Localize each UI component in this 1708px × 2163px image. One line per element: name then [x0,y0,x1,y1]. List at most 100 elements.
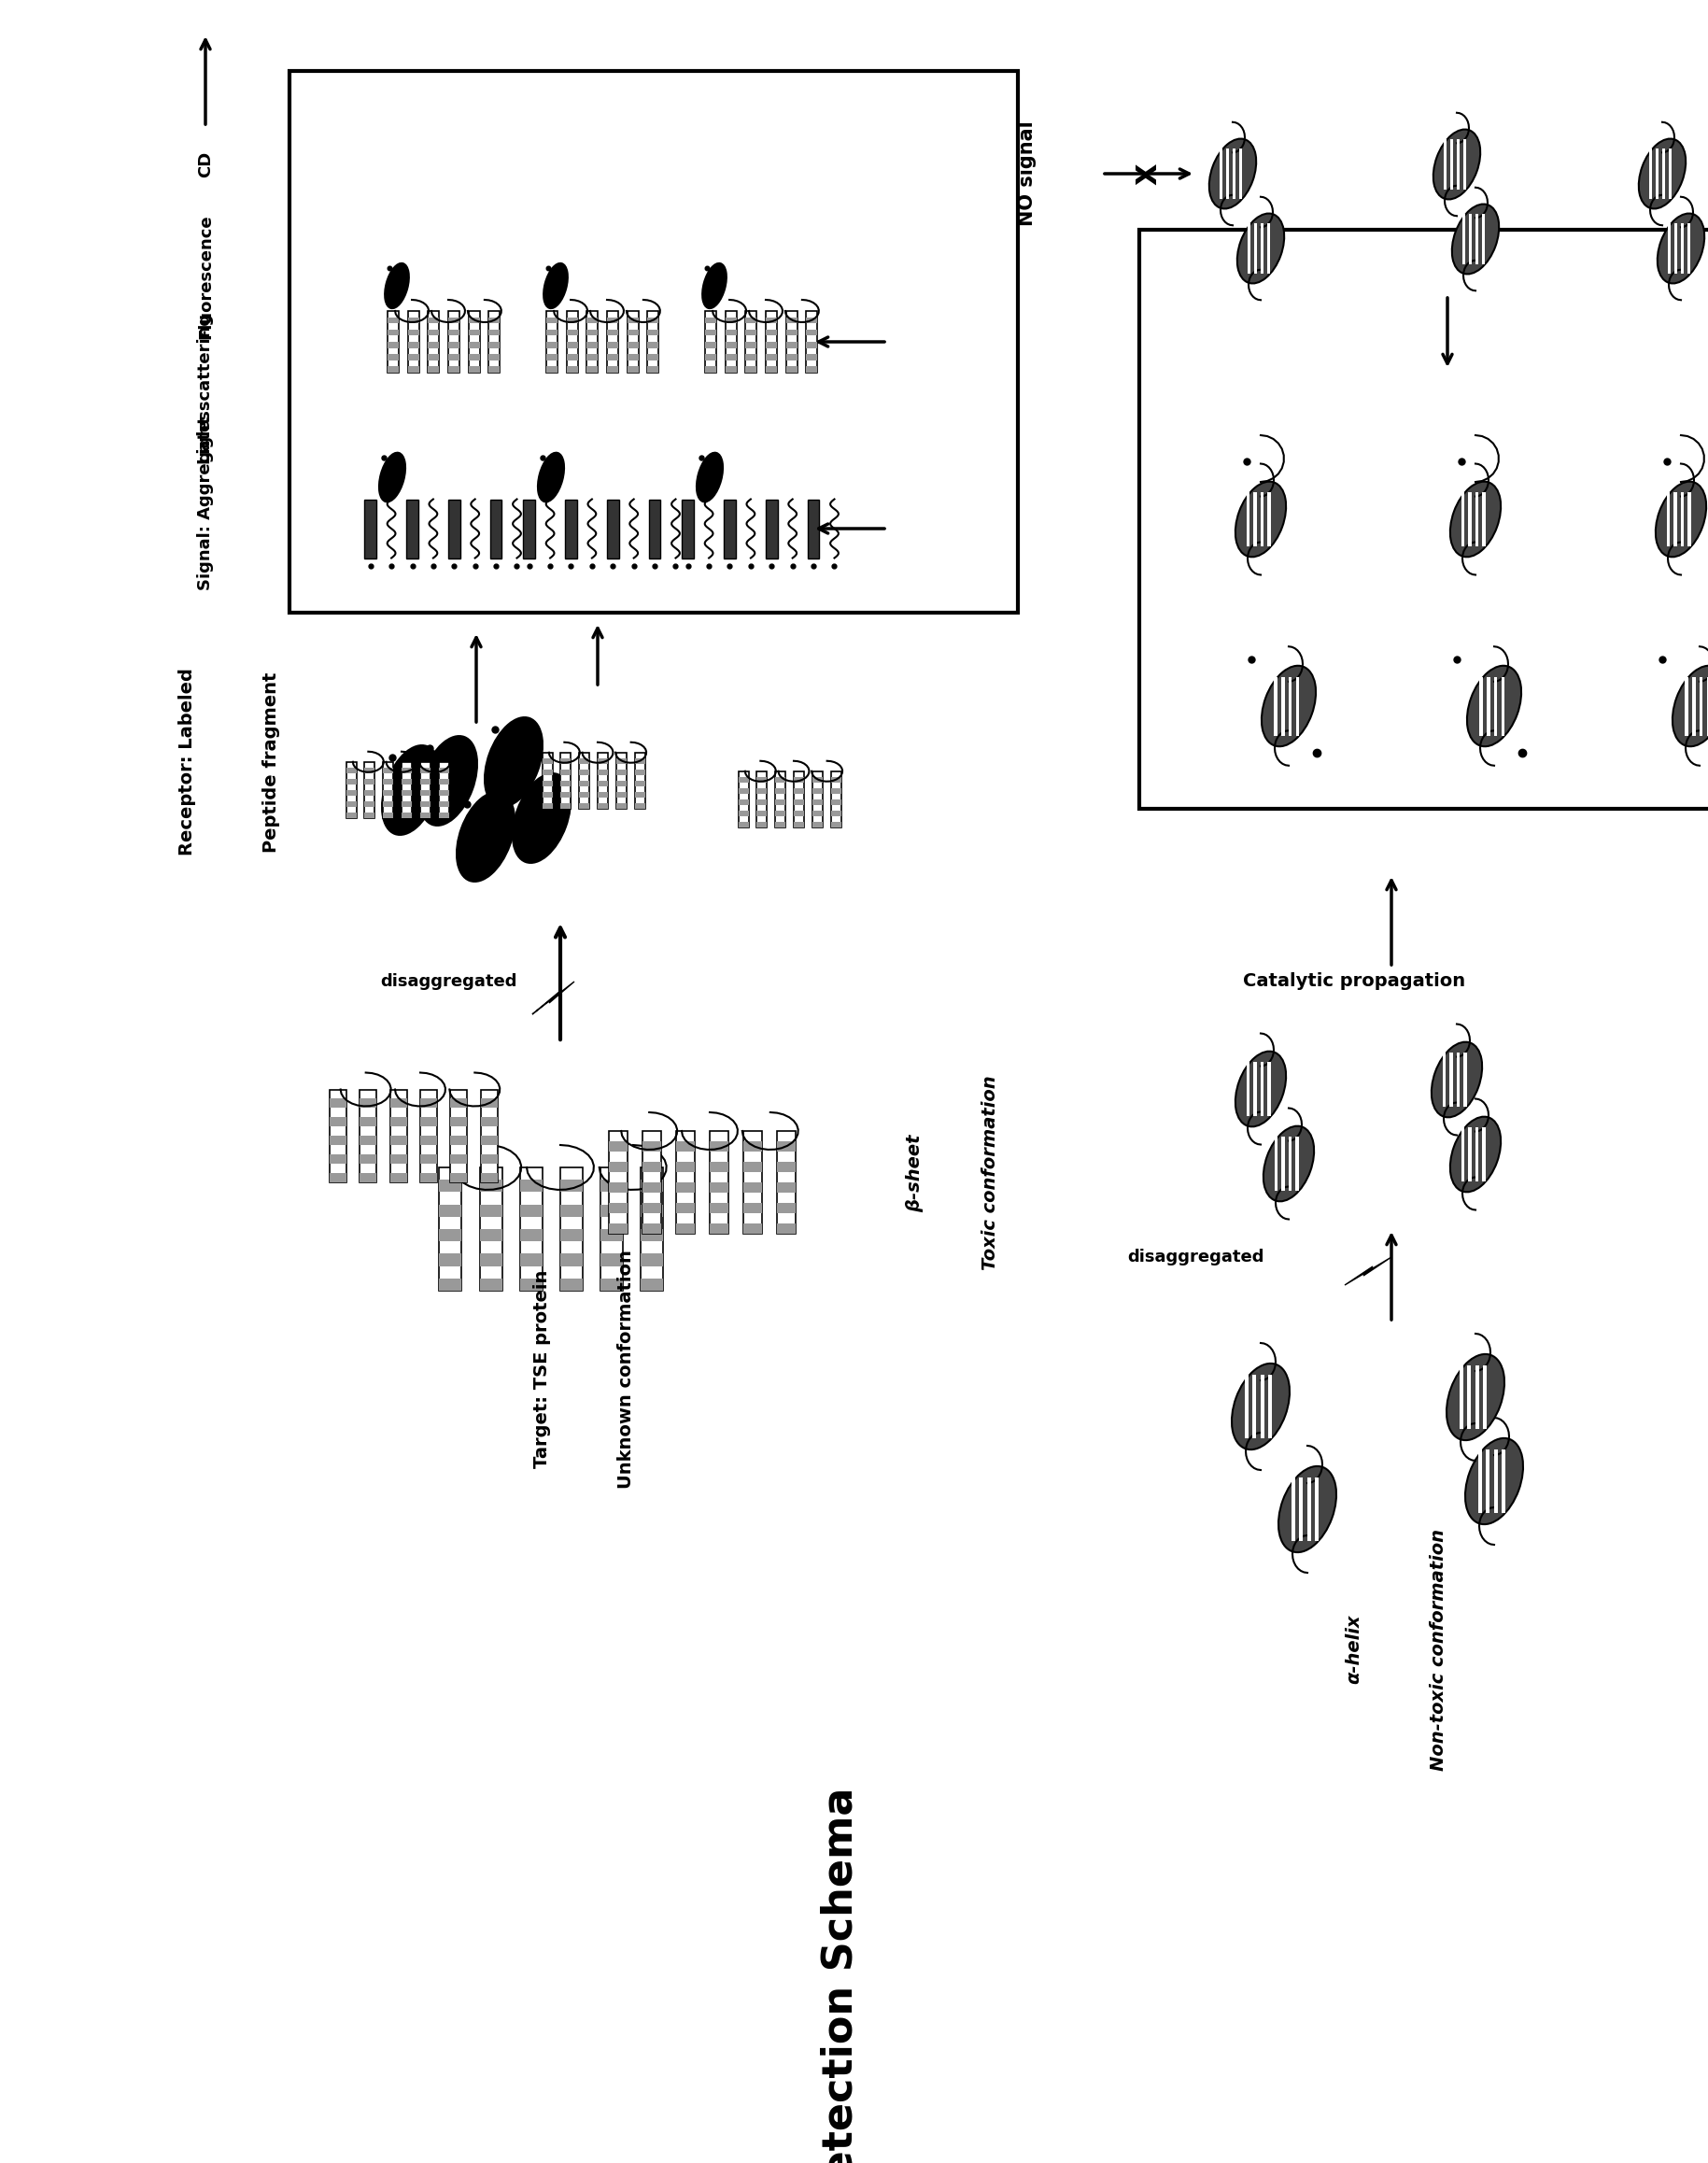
Polygon shape [451,1090,468,1181]
Polygon shape [738,822,748,828]
Polygon shape [330,1099,347,1107]
Polygon shape [480,1172,497,1181]
Polygon shape [705,342,716,348]
Polygon shape [347,789,357,796]
Polygon shape [468,329,480,335]
Polygon shape [676,1142,695,1151]
Polygon shape [420,761,430,818]
Polygon shape [617,759,627,764]
Polygon shape [598,753,608,809]
Polygon shape [480,1116,497,1127]
Polygon shape [830,772,840,828]
Polygon shape [389,1099,407,1107]
Polygon shape [1667,491,1670,547]
Polygon shape [1267,223,1269,275]
Ellipse shape [702,264,726,309]
Polygon shape [388,329,400,335]
Polygon shape [635,753,646,809]
Ellipse shape [512,774,570,863]
Polygon shape [1476,1365,1479,1428]
Polygon shape [627,329,639,335]
Polygon shape [420,1155,437,1164]
Polygon shape [642,1142,661,1151]
Polygon shape [1267,1376,1272,1438]
Polygon shape [541,759,552,764]
Polygon shape [401,813,412,818]
Polygon shape [806,355,818,361]
Ellipse shape [1278,1467,1336,1553]
Polygon shape [726,342,736,348]
Polygon shape [1247,223,1250,275]
Polygon shape [541,802,552,809]
Text: Toxic conformation: Toxic conformation [980,1075,999,1270]
Polygon shape [1307,1477,1310,1540]
Polygon shape [447,329,459,335]
Polygon shape [765,329,777,335]
Polygon shape [388,355,400,361]
Polygon shape [1655,149,1658,199]
Text: Unknown conformation: Unknown conformation [617,1250,635,1488]
Ellipse shape [418,735,477,826]
Polygon shape [579,753,589,809]
Polygon shape [1669,149,1672,199]
Polygon shape [757,800,767,805]
Polygon shape [488,366,500,372]
Polygon shape [777,1183,796,1192]
Polygon shape [389,1172,407,1181]
Text: Fluorescence: Fluorescence [196,214,214,340]
Polygon shape [1220,149,1223,199]
Polygon shape [468,342,480,348]
Polygon shape [560,781,570,787]
Polygon shape [640,1255,663,1265]
Polygon shape [439,779,449,785]
Polygon shape [389,1155,407,1164]
Polygon shape [711,1162,728,1172]
Text: Light scattering: Light scattering [196,314,214,463]
Text: Signal: Aggregates: Signal: Aggregates [196,411,214,590]
Polygon shape [757,777,767,783]
Polygon shape [743,1162,762,1172]
Polygon shape [738,800,748,805]
Polygon shape [608,1224,627,1233]
Polygon shape [364,802,374,807]
Text: α-helix: α-helix [1346,1614,1363,1685]
Polygon shape [765,342,777,348]
Polygon shape [711,1224,728,1233]
Polygon shape [640,1179,663,1192]
Polygon shape [601,1205,623,1218]
Polygon shape [813,822,823,828]
Ellipse shape [1235,482,1286,556]
Polygon shape [547,329,559,335]
Polygon shape [1662,149,1665,199]
Polygon shape [1274,677,1278,735]
Polygon shape [598,792,608,798]
Polygon shape [705,355,716,361]
Polygon shape [738,777,748,783]
Polygon shape [560,759,570,764]
Polygon shape [640,1205,663,1218]
Ellipse shape [543,264,567,309]
Polygon shape [743,1183,762,1192]
Polygon shape [360,1155,376,1164]
Polygon shape [480,1278,502,1291]
Polygon shape [711,1203,728,1213]
Polygon shape [547,311,559,372]
Ellipse shape [379,452,405,502]
Polygon shape [642,1162,661,1172]
Polygon shape [1295,1136,1298,1192]
Ellipse shape [485,718,543,807]
Polygon shape [765,355,777,361]
Polygon shape [1688,491,1691,547]
Polygon shape [347,779,357,785]
Polygon shape [364,768,374,772]
Polygon shape [408,329,418,335]
Polygon shape [777,1162,796,1172]
Polygon shape [588,366,598,372]
Polygon shape [383,813,393,818]
Polygon shape [813,772,823,828]
Polygon shape [757,811,767,815]
Polygon shape [601,1278,623,1291]
Polygon shape [647,329,659,335]
Polygon shape [541,781,552,787]
Polygon shape [1300,1477,1303,1540]
